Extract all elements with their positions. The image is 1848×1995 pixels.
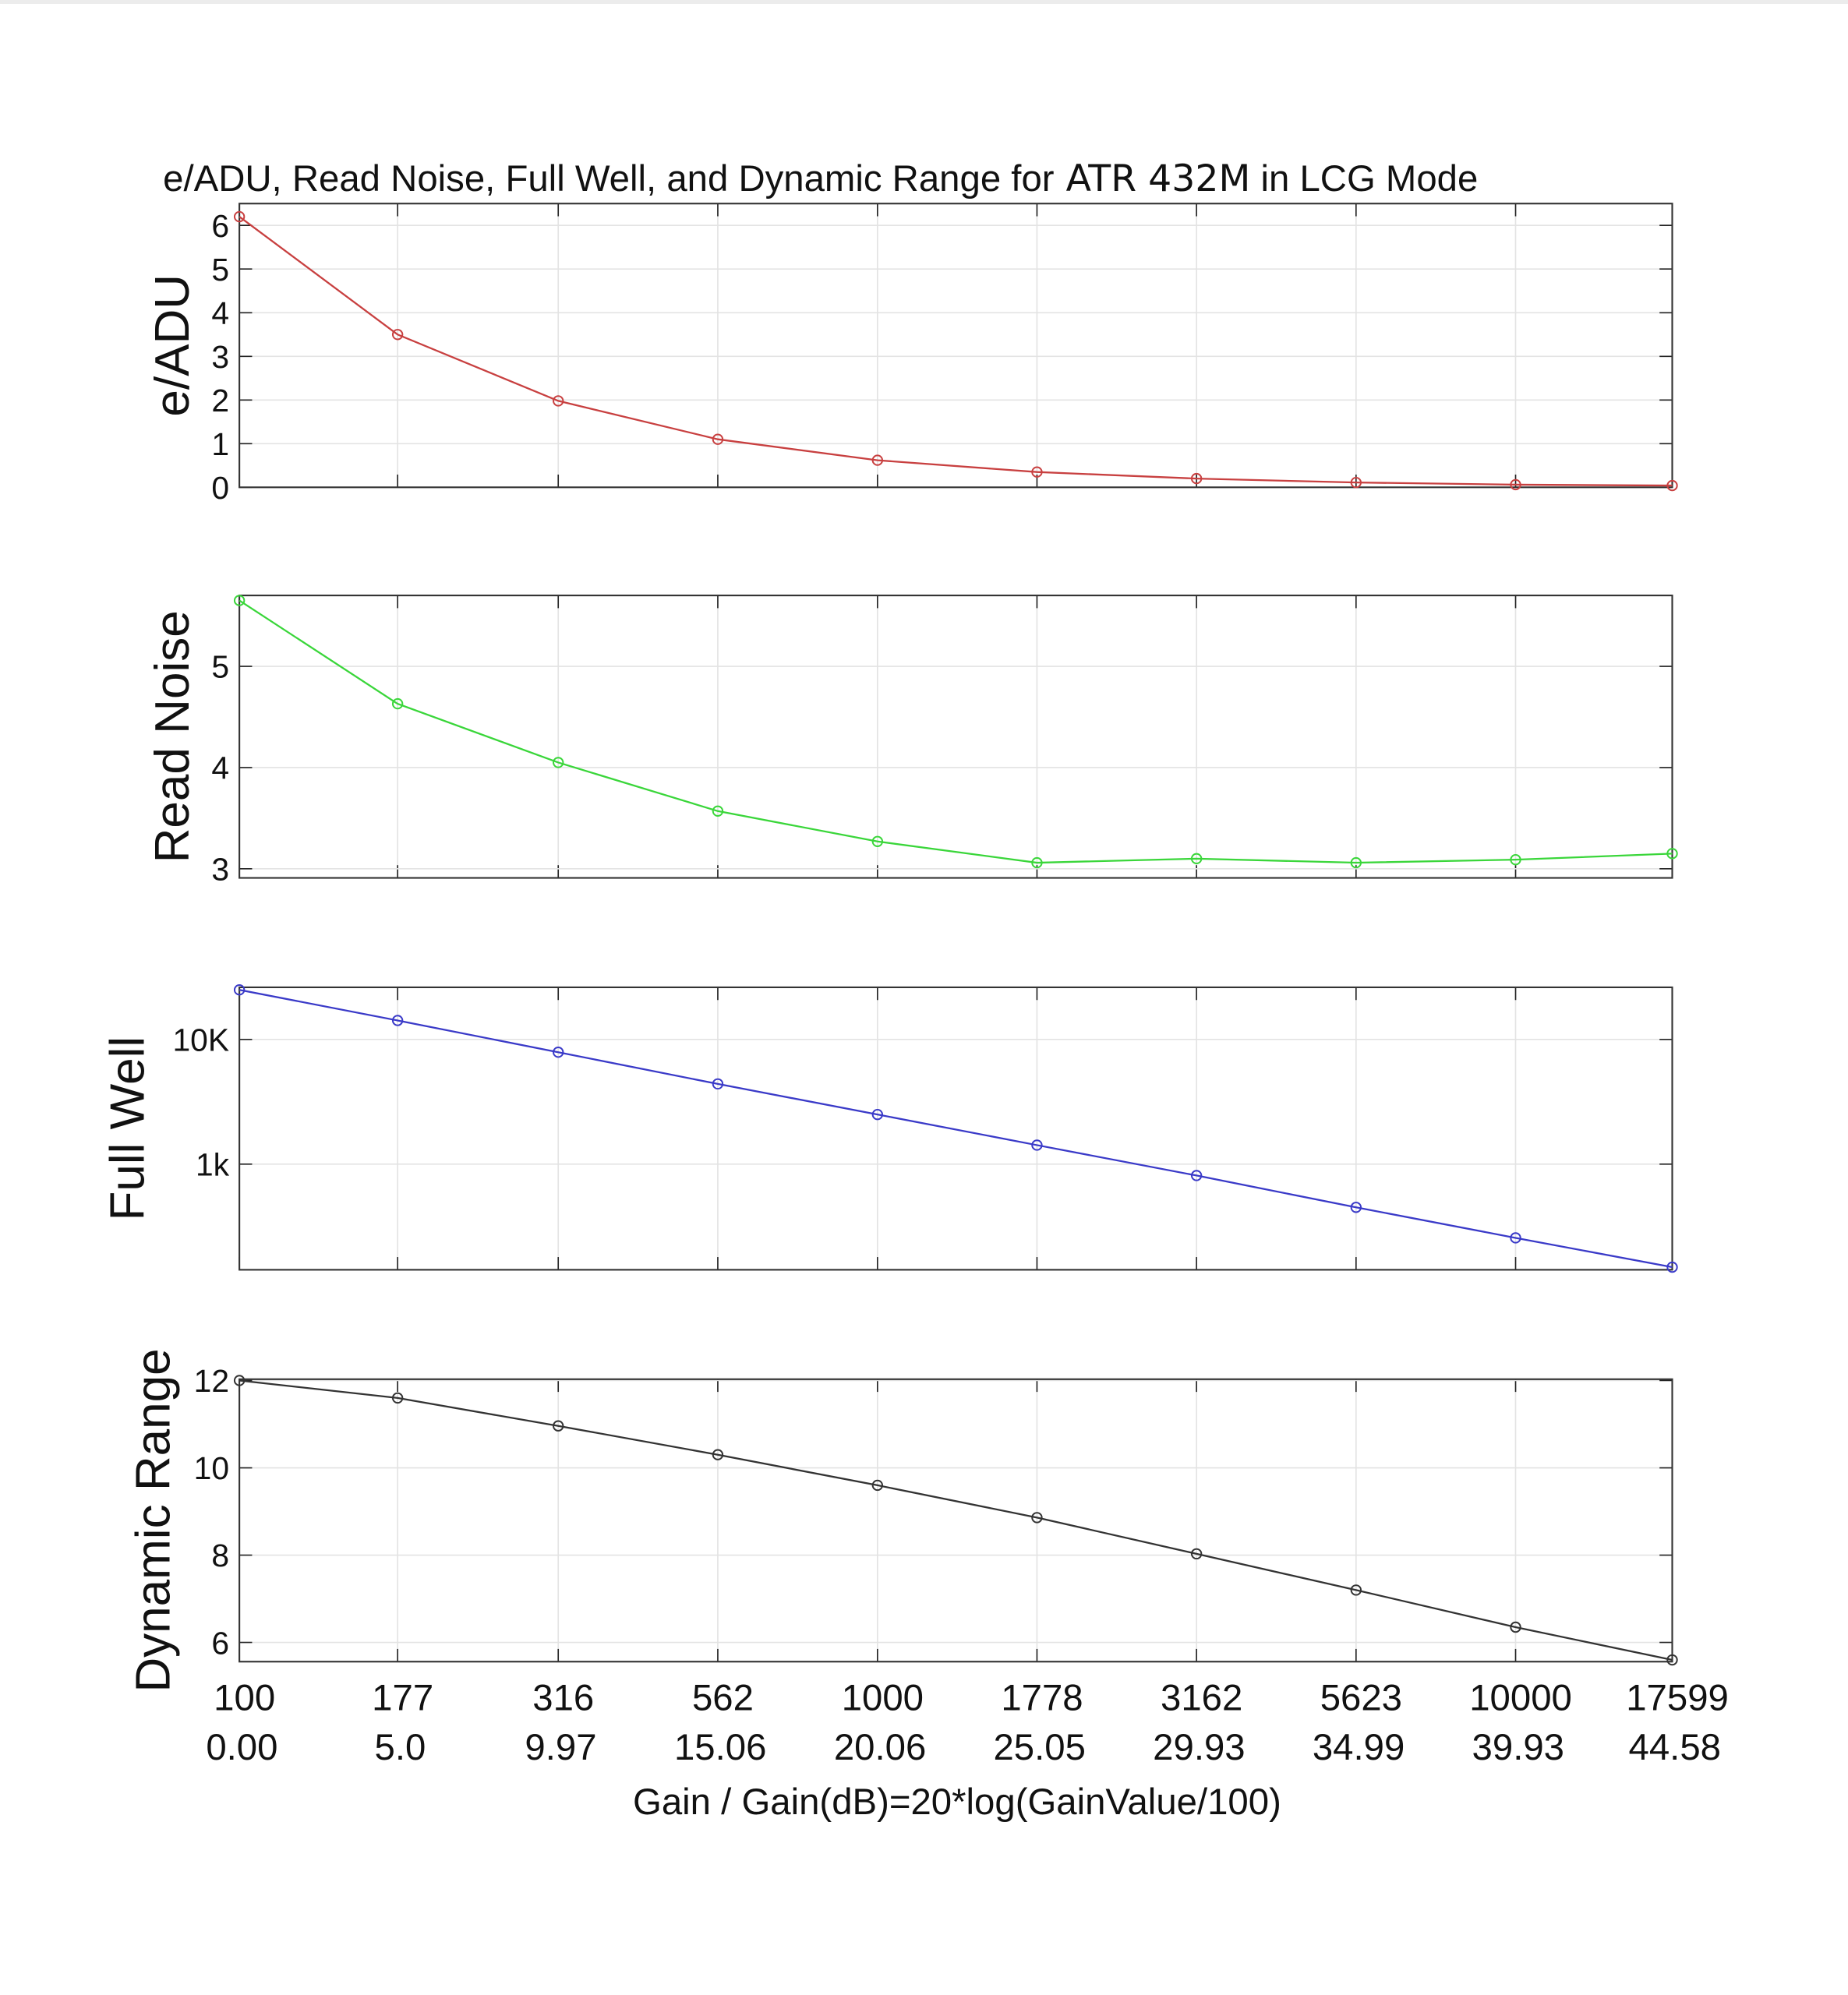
data-point xyxy=(871,454,884,466)
x-tick-label-gain: 3162 xyxy=(1161,1677,1242,1718)
y-tick-label: 6 xyxy=(211,1625,229,1661)
y-tick-label: 0 xyxy=(211,470,229,506)
y-tick-label: 10K xyxy=(172,1022,229,1058)
y-tick-label: 3 xyxy=(211,852,229,888)
series-line xyxy=(239,216,1673,487)
data-point xyxy=(553,757,564,768)
x-tick-label-db: 39.93 xyxy=(1472,1727,1564,1768)
data-point xyxy=(1350,1584,1362,1596)
data-point xyxy=(871,835,884,847)
x-tick-label-gain: 10000 xyxy=(1469,1677,1572,1718)
x-tick-label-gain: 1778 xyxy=(1001,1677,1083,1718)
data-point xyxy=(553,395,564,407)
x-tick-label-db: 44.58 xyxy=(1629,1727,1721,1768)
data-point xyxy=(712,1449,724,1460)
y-axis-label: Full Well xyxy=(101,1036,155,1221)
x-tick-label-db: 29.93 xyxy=(1153,1727,1245,1768)
y-axis-label: e/ADU xyxy=(146,274,200,417)
data-point xyxy=(233,210,246,223)
data-point xyxy=(1350,1202,1362,1213)
x-tick-label-gain: 17599 xyxy=(1626,1677,1729,1718)
data-point xyxy=(1666,479,1678,492)
data-point xyxy=(712,433,724,445)
data-point xyxy=(1190,853,1203,865)
data-point xyxy=(233,984,246,996)
x-tick-label-db: 5.0 xyxy=(375,1727,426,1768)
data-point xyxy=(233,595,246,606)
data-point xyxy=(1350,856,1362,869)
y-axis-label: Read Noise xyxy=(146,610,200,863)
y-tick-label: 8 xyxy=(211,1538,229,1573)
data-point xyxy=(1190,1548,1203,1560)
x-axis-label: Gain / Gain(dB)=20*log(GainValue/100) xyxy=(633,1781,1281,1823)
data-point xyxy=(1190,1170,1203,1181)
data-point xyxy=(1510,853,1521,866)
axes-frame xyxy=(239,986,1673,1271)
axes-frame xyxy=(239,595,1673,879)
panel-read-noise: 3 4 5 Read Noise xyxy=(146,595,1678,888)
y-tick-label: 4 xyxy=(211,295,229,331)
series-line xyxy=(239,989,1673,1269)
x-tick-label-gain: 1000 xyxy=(842,1677,924,1718)
title-model: ATR 432M xyxy=(1055,157,1251,200)
data-point xyxy=(391,329,404,341)
data-point xyxy=(1510,478,1521,491)
y-tick-label: 6 xyxy=(211,208,229,244)
data-point xyxy=(1510,1621,1521,1633)
top-border-strip xyxy=(0,0,1848,4)
series-line xyxy=(239,1379,1673,1661)
data-point xyxy=(1666,848,1678,860)
data-point xyxy=(1190,472,1203,485)
data-point xyxy=(871,1108,884,1121)
axes-frame xyxy=(239,203,1673,489)
data-point xyxy=(1031,1512,1043,1524)
chart-title: e/ADU, Read Noise, Full Well, and Dynami… xyxy=(163,157,1478,200)
title-suffix: in LCG Mode xyxy=(1250,158,1478,200)
data-point xyxy=(391,1392,404,1404)
title-prefix: e/ADU, Read Noise, Full Well, and Dynami… xyxy=(163,158,1054,200)
data-point xyxy=(1350,476,1362,489)
data-point xyxy=(233,1375,246,1386)
x-tick-label-gain: 316 xyxy=(532,1677,594,1718)
y-tick-label: 2 xyxy=(211,383,229,418)
data-point xyxy=(871,1479,884,1492)
y-tick-label: 5 xyxy=(211,252,229,288)
series-line xyxy=(239,599,1673,864)
panel-full-well: 1k 10K Full Well xyxy=(101,984,1678,1273)
x-tick-label-db: 9.97 xyxy=(525,1727,596,1768)
data-point xyxy=(1666,1261,1678,1273)
data-point xyxy=(1666,1654,1678,1666)
y-tick-label: 3 xyxy=(211,339,229,375)
y-tick-label: 5 xyxy=(211,649,229,685)
x-tick-label-gain: 5623 xyxy=(1320,1677,1402,1718)
y-tick-label: 12 xyxy=(194,1363,229,1399)
panel-e-adu: 0 1 2 3 4 5 6 e/ADU xyxy=(146,203,1678,506)
data-point xyxy=(553,1420,564,1432)
x-tick-label-gain: 100 xyxy=(214,1677,275,1718)
y-tick-label: 10 xyxy=(194,1450,229,1486)
panel-dynamic-range: 6 8 10 12 Dynamic Range xyxy=(126,1348,1678,1693)
data-point xyxy=(391,1015,404,1026)
data-point xyxy=(1031,466,1043,478)
data-point xyxy=(1031,856,1043,869)
y-tick-label: 1 xyxy=(211,426,229,462)
x-tick-label-db: 15.06 xyxy=(674,1727,766,1768)
data-point xyxy=(1510,1232,1521,1244)
data-point xyxy=(712,1078,724,1090)
data-point xyxy=(712,805,724,817)
x-tick-label-db: 20.06 xyxy=(834,1727,926,1768)
x-tick-label-db: 34.99 xyxy=(1313,1727,1405,1768)
axes-frame xyxy=(239,1378,1673,1663)
x-tick-label-db: 25.05 xyxy=(993,1727,1085,1768)
data-point xyxy=(553,1047,564,1058)
y-tick-label: 4 xyxy=(211,750,229,786)
x-tick-label-db: 0.00 xyxy=(206,1727,277,1768)
y-axis-label: Dynamic Range xyxy=(126,1348,180,1692)
x-tick-label-gain: 562 xyxy=(692,1677,754,1718)
data-point xyxy=(391,697,404,710)
x-tick-label-gain: 177 xyxy=(372,1677,433,1718)
y-tick-label: 1k xyxy=(196,1146,230,1182)
data-point xyxy=(1031,1139,1043,1151)
